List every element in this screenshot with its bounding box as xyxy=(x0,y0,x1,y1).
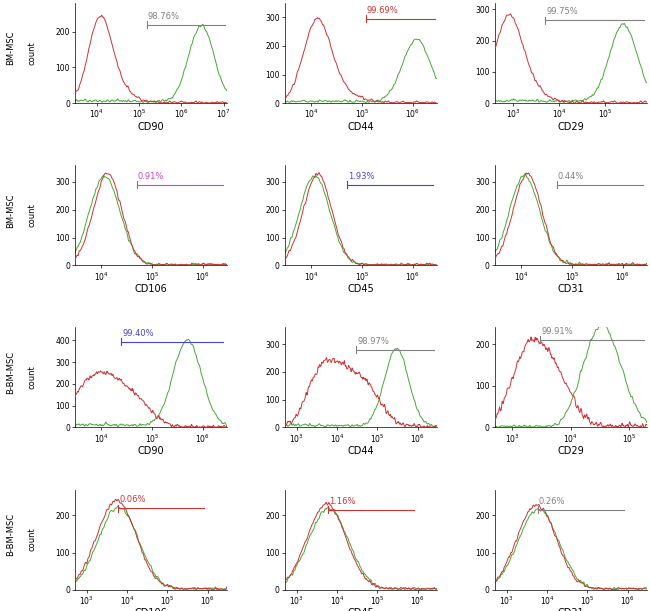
Text: count: count xyxy=(28,365,36,389)
Text: 1.16%: 1.16% xyxy=(329,497,356,506)
X-axis label: CD90: CD90 xyxy=(138,122,164,132)
Text: 0.44%: 0.44% xyxy=(558,172,584,181)
Text: 99.40%: 99.40% xyxy=(122,329,154,337)
Text: 0.06%: 0.06% xyxy=(119,495,146,504)
Text: 99.75%: 99.75% xyxy=(546,7,578,16)
Text: 99.91%: 99.91% xyxy=(541,327,573,336)
Text: 0.91%: 0.91% xyxy=(138,172,164,181)
Text: B-BM-MSC: B-BM-MSC xyxy=(6,351,16,394)
Text: count: count xyxy=(28,41,36,65)
X-axis label: CD106: CD106 xyxy=(135,609,167,611)
X-axis label: CD31: CD31 xyxy=(557,609,584,611)
Text: B-BM-MSC: B-BM-MSC xyxy=(6,513,16,556)
Text: BM-MSC: BM-MSC xyxy=(6,31,16,65)
Text: count: count xyxy=(28,203,36,227)
Text: 99.69%: 99.69% xyxy=(367,5,398,15)
X-axis label: CD29: CD29 xyxy=(557,122,584,132)
Text: count: count xyxy=(28,528,36,552)
X-axis label: CD45: CD45 xyxy=(347,284,374,294)
X-axis label: CD31: CD31 xyxy=(557,284,584,294)
X-axis label: CD106: CD106 xyxy=(135,284,167,294)
X-axis label: CD29: CD29 xyxy=(557,446,584,456)
Text: 1.93%: 1.93% xyxy=(348,172,374,181)
Text: 98.97%: 98.97% xyxy=(357,337,389,346)
Text: BM-MSC: BM-MSC xyxy=(6,193,16,227)
Text: 0.26%: 0.26% xyxy=(539,497,566,506)
X-axis label: CD44: CD44 xyxy=(348,122,374,132)
X-axis label: CD45: CD45 xyxy=(347,609,374,611)
X-axis label: CD44: CD44 xyxy=(348,446,374,456)
X-axis label: CD90: CD90 xyxy=(138,446,164,456)
Text: 98.76%: 98.76% xyxy=(148,12,179,21)
